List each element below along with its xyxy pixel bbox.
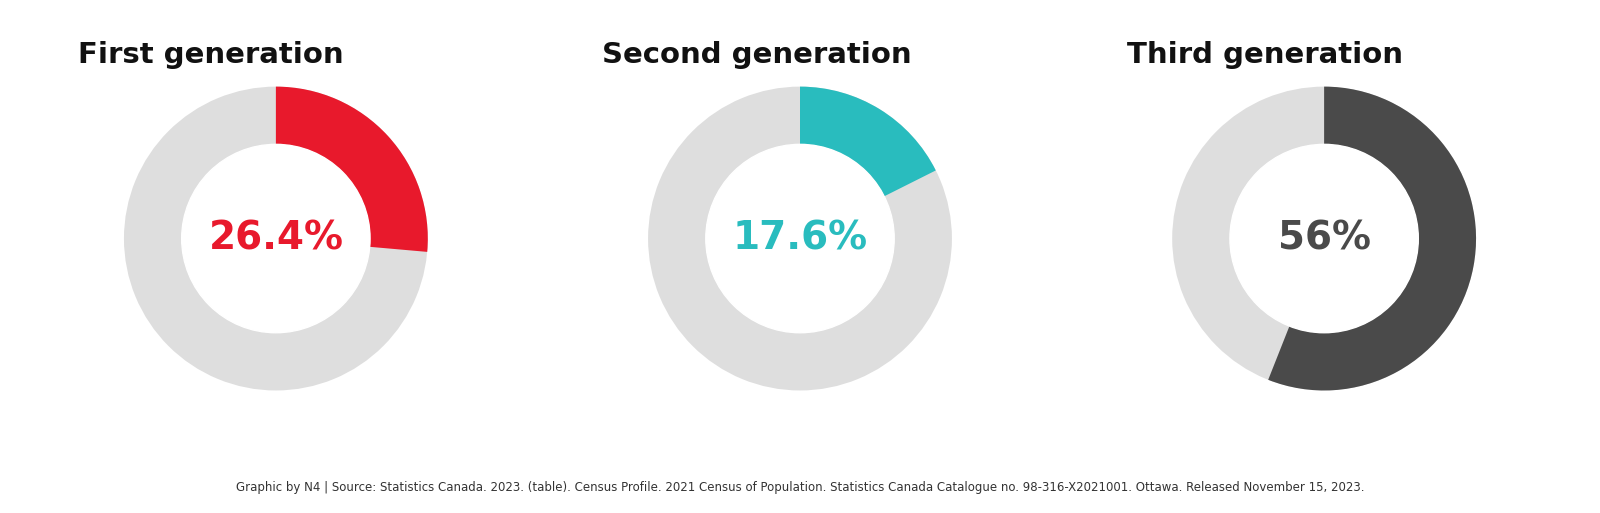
Circle shape bbox=[182, 144, 370, 333]
Text: Graphic by N4 | Source: Statistics Canada. 2023. (table). Census Profile. 2021 C: Graphic by N4 | Source: Statistics Canad… bbox=[235, 481, 1365, 494]
Wedge shape bbox=[275, 87, 427, 252]
Text: 26.4%: 26.4% bbox=[208, 220, 344, 258]
Text: Second generation: Second generation bbox=[603, 41, 912, 69]
Wedge shape bbox=[648, 87, 952, 390]
Wedge shape bbox=[123, 87, 427, 390]
Wedge shape bbox=[1173, 87, 1477, 390]
Wedge shape bbox=[800, 87, 936, 196]
Wedge shape bbox=[1269, 87, 1477, 390]
Text: 17.6%: 17.6% bbox=[733, 220, 867, 258]
Circle shape bbox=[706, 144, 894, 333]
Circle shape bbox=[1230, 144, 1418, 333]
Text: Third generation: Third generation bbox=[1126, 41, 1403, 69]
Text: 56%: 56% bbox=[1278, 220, 1371, 258]
Text: First generation: First generation bbox=[78, 41, 344, 69]
